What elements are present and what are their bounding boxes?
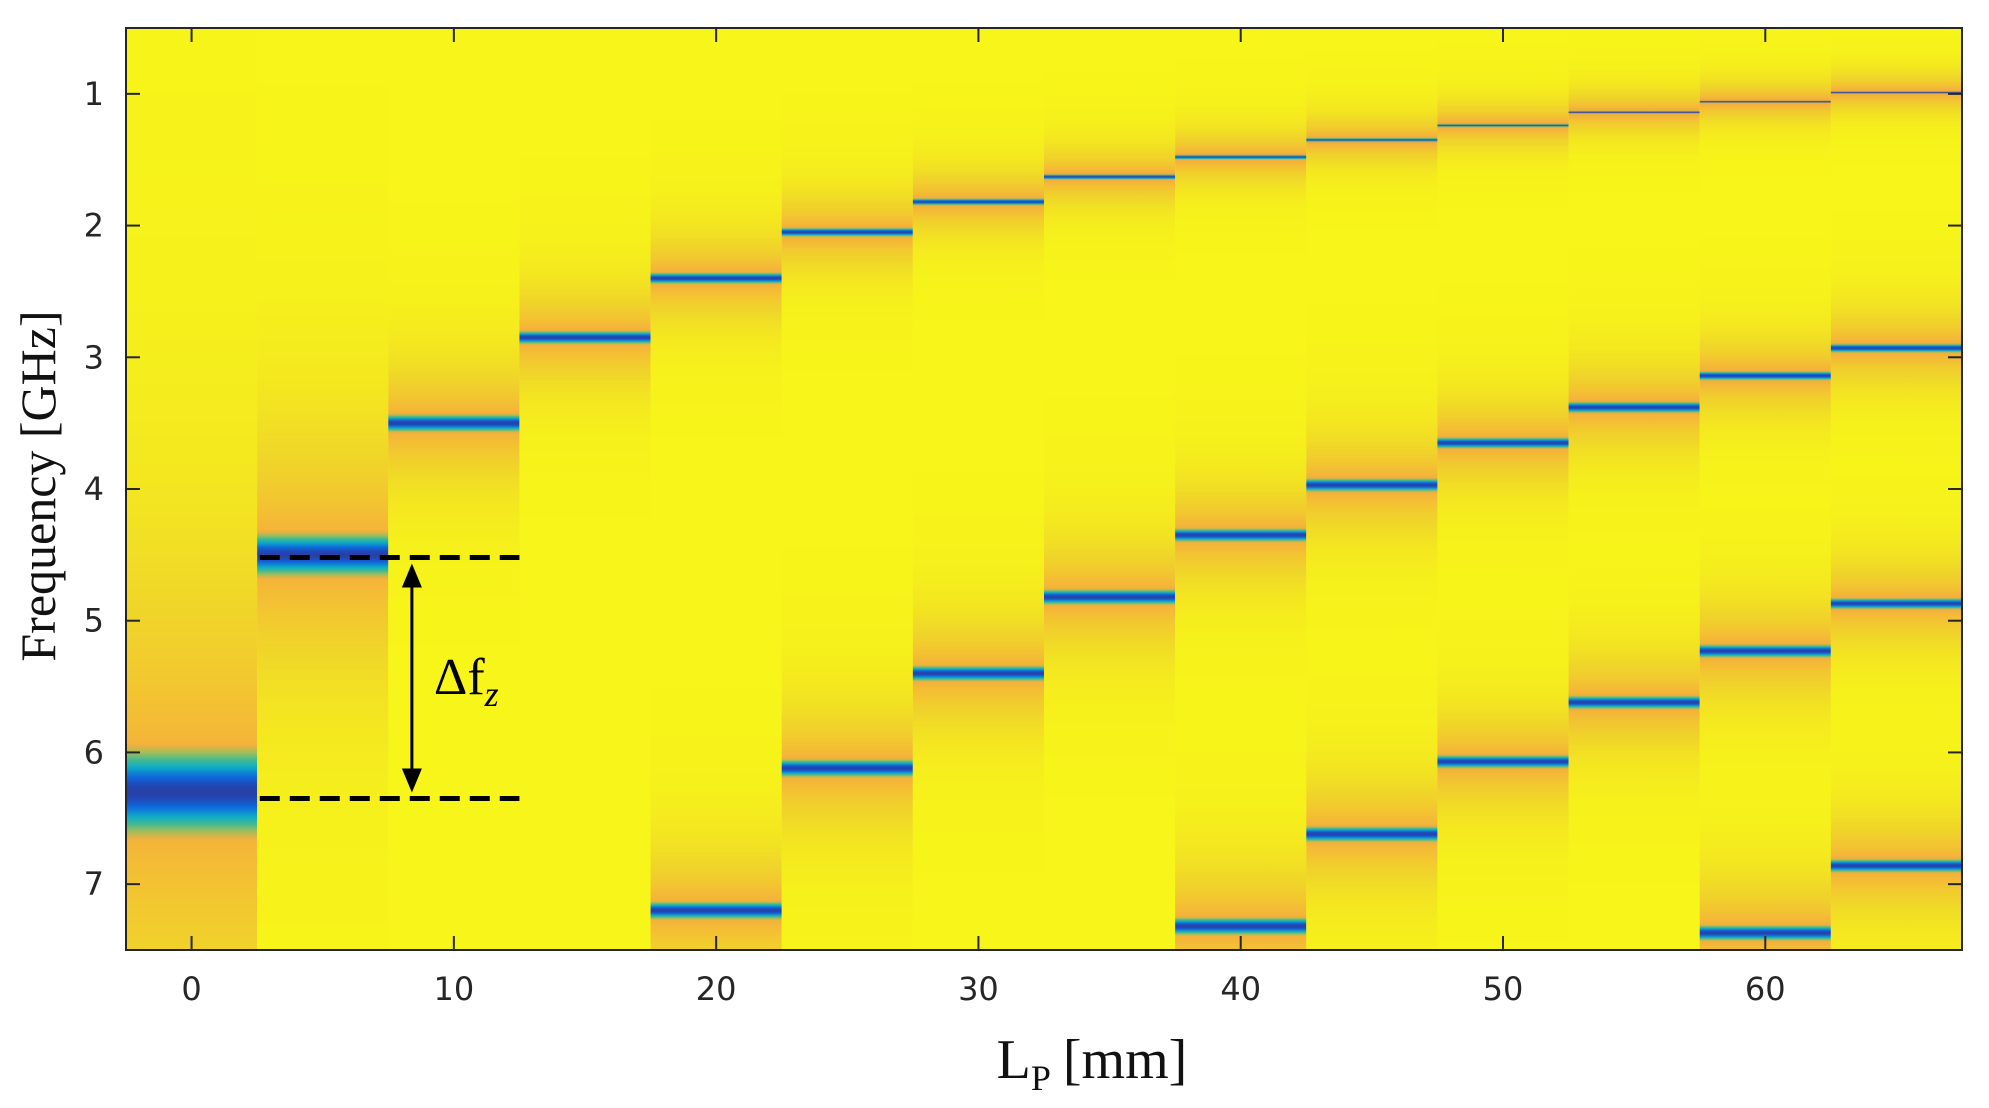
y-tick-label: 2 <box>84 207 104 245</box>
x-tick-label: 50 <box>1483 970 1524 1008</box>
heatmap-column-25mm <box>781 28 913 950</box>
heatmap-column-35mm <box>1044 28 1176 950</box>
x-axis-title-subscript: P <box>1031 1058 1051 1098</box>
x-tick-label: 30 <box>958 970 999 1008</box>
heatmap-column-30mm <box>912 28 1044 950</box>
y-tick-label: 6 <box>84 733 104 771</box>
heatmap-column-55mm <box>1568 28 1700 950</box>
heatmap-column-0mm <box>126 28 258 950</box>
annotation: Δfz <box>259 554 520 802</box>
annotation-arrowhead-up <box>401 563 422 588</box>
x-tick-label: 40 <box>1220 970 1261 1008</box>
y-tick-label: 1 <box>84 75 104 113</box>
y-tick-label: 3 <box>84 338 104 376</box>
x-tick-label: 10 <box>433 970 474 1008</box>
y-tick-label: 4 <box>84 470 104 508</box>
heatmap-column-50mm <box>1437 28 1569 950</box>
annotation-arrowhead-down <box>401 768 422 793</box>
y-axis: 1 2 3 4 5 6 7 <box>84 75 1962 903</box>
y-tick-label: 5 <box>84 602 104 640</box>
annotation-label-subscript: z <box>484 674 499 714</box>
heatmap-column-45mm <box>1306 28 1438 950</box>
x-tick-label: 60 <box>1745 970 1786 1008</box>
y-axis-title: Frequency [GHz] <box>10 310 66 661</box>
plot-area <box>126 28 1962 950</box>
annotation-label-main: Δf <box>434 649 485 706</box>
heatmap-column-20mm <box>650 28 782 950</box>
heatmap-column-65mm <box>1830 28 1962 950</box>
heatmap-column-10mm <box>388 28 520 950</box>
heatmap-column-40mm <box>1175 28 1307 950</box>
y-tick-label: 7 <box>84 865 104 903</box>
heatmap-column-60mm <box>1699 28 1831 950</box>
x-axis-title-main: L <box>997 1029 1031 1091</box>
heatmap-column-5mm <box>257 28 389 950</box>
x-axis: 0 10 20 30 40 50 60 <box>181 28 1786 1008</box>
x-axis-title: LP [mm] <box>997 1029 1188 1098</box>
annotation-label: Δfz <box>434 649 499 714</box>
x-tick-label: 0 <box>181 970 201 1008</box>
heatmap-column-15mm <box>519 28 651 950</box>
x-axis-title-unit: [mm] <box>1063 1029 1187 1091</box>
x-tick-label: 20 <box>696 970 737 1008</box>
